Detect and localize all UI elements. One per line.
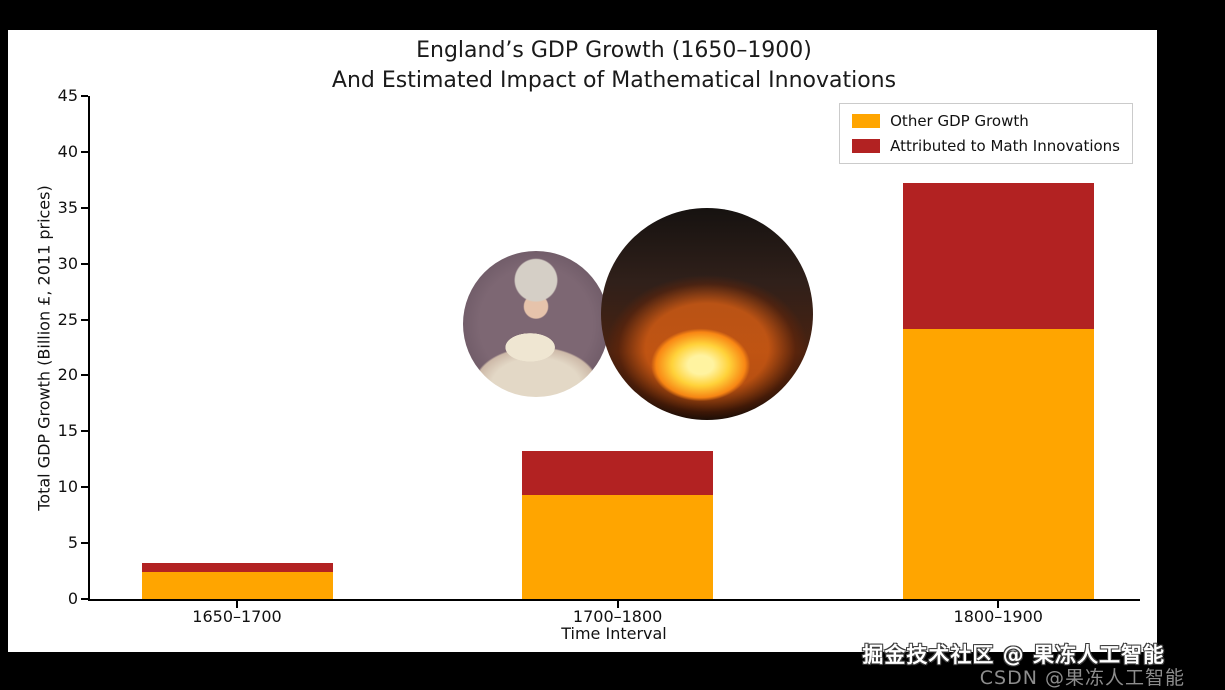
chart-card: England’s GDP Growth (1650–1900) And Est… <box>8 30 1157 652</box>
y-tick-label: 0 <box>67 589 78 608</box>
legend-item: Attributed to Math Innovations <box>852 137 1120 155</box>
y-tick-mark <box>81 598 88 600</box>
y-tick-mark <box>81 206 88 209</box>
bar-segment <box>141 572 333 599</box>
bar-segment <box>902 183 1094 329</box>
chart-title-line1: England’s GDP Growth (1650–1900) <box>416 38 812 63</box>
legend-item: Other GDP Growth <box>852 112 1120 130</box>
portrait-painting-image <box>463 251 609 397</box>
y-tick-label: 45 <box>57 86 78 105</box>
x-tick-label: 1700–1800 <box>572 607 663 626</box>
plot-area: Other GDP Growth Attributed to Math Innov… <box>58 86 1140 626</box>
y-tick-mark <box>81 262 88 265</box>
y-tick-label: 30 <box>57 253 78 273</box>
y-tick-label: 35 <box>57 197 78 217</box>
x-tick-label: 1800–1900 <box>953 607 1043 626</box>
y-axis-label: Total GDP Growth (Billion £, 2011 prices… <box>34 185 54 511</box>
y-tick-mark <box>81 95 88 97</box>
legend-label: Other GDP Growth <box>890 112 1029 130</box>
y-tick-label: 10 <box>57 477 78 497</box>
legend: Other GDP Growth Attributed to Math Innov… <box>839 103 1133 164</box>
y-tick-mark <box>81 430 88 433</box>
y-tick-label: 20 <box>57 365 78 385</box>
bar-segment <box>522 451 714 496</box>
legend-swatch <box>852 139 881 153</box>
y-tick-label: 25 <box>57 309 78 329</box>
y-tick-label: 40 <box>57 141 78 161</box>
bar-segment <box>522 495 714 599</box>
bar-segment <box>902 328 1094 599</box>
legend-label: Attributed to Math Innovations <box>890 137 1120 155</box>
x-tick-mark <box>616 601 619 608</box>
bar-segment <box>141 563 333 573</box>
watermark-csdn: CSDN @果冻人工智能 <box>979 667 1185 689</box>
furnace-photo-image <box>601 208 813 420</box>
chart-title: England’s GDP Growth (1650–1900) And Est… <box>88 36 1140 96</box>
legend-swatch <box>852 114 881 128</box>
y-tick-mark <box>81 150 88 153</box>
y-tick-mark <box>81 542 88 545</box>
y-tick-mark <box>81 486 88 489</box>
chart-title-line2: And Estimated Impact of Mathematical Inn… <box>331 68 897 93</box>
watermark-community: 掘金技术社区 @ 果冻人工智能 <box>862 643 1165 667</box>
y-tick-mark <box>81 374 88 377</box>
y-tick-mark <box>81 318 88 321</box>
x-axis-label: Time Interval <box>561 624 667 643</box>
y-tick-label: 15 <box>57 421 78 441</box>
x-tick-label: 1650–1700 <box>192 607 282 626</box>
x-tick-mark <box>997 601 1000 608</box>
x-tick-mark <box>236 601 238 608</box>
y-tick-label: 5 <box>67 533 78 553</box>
